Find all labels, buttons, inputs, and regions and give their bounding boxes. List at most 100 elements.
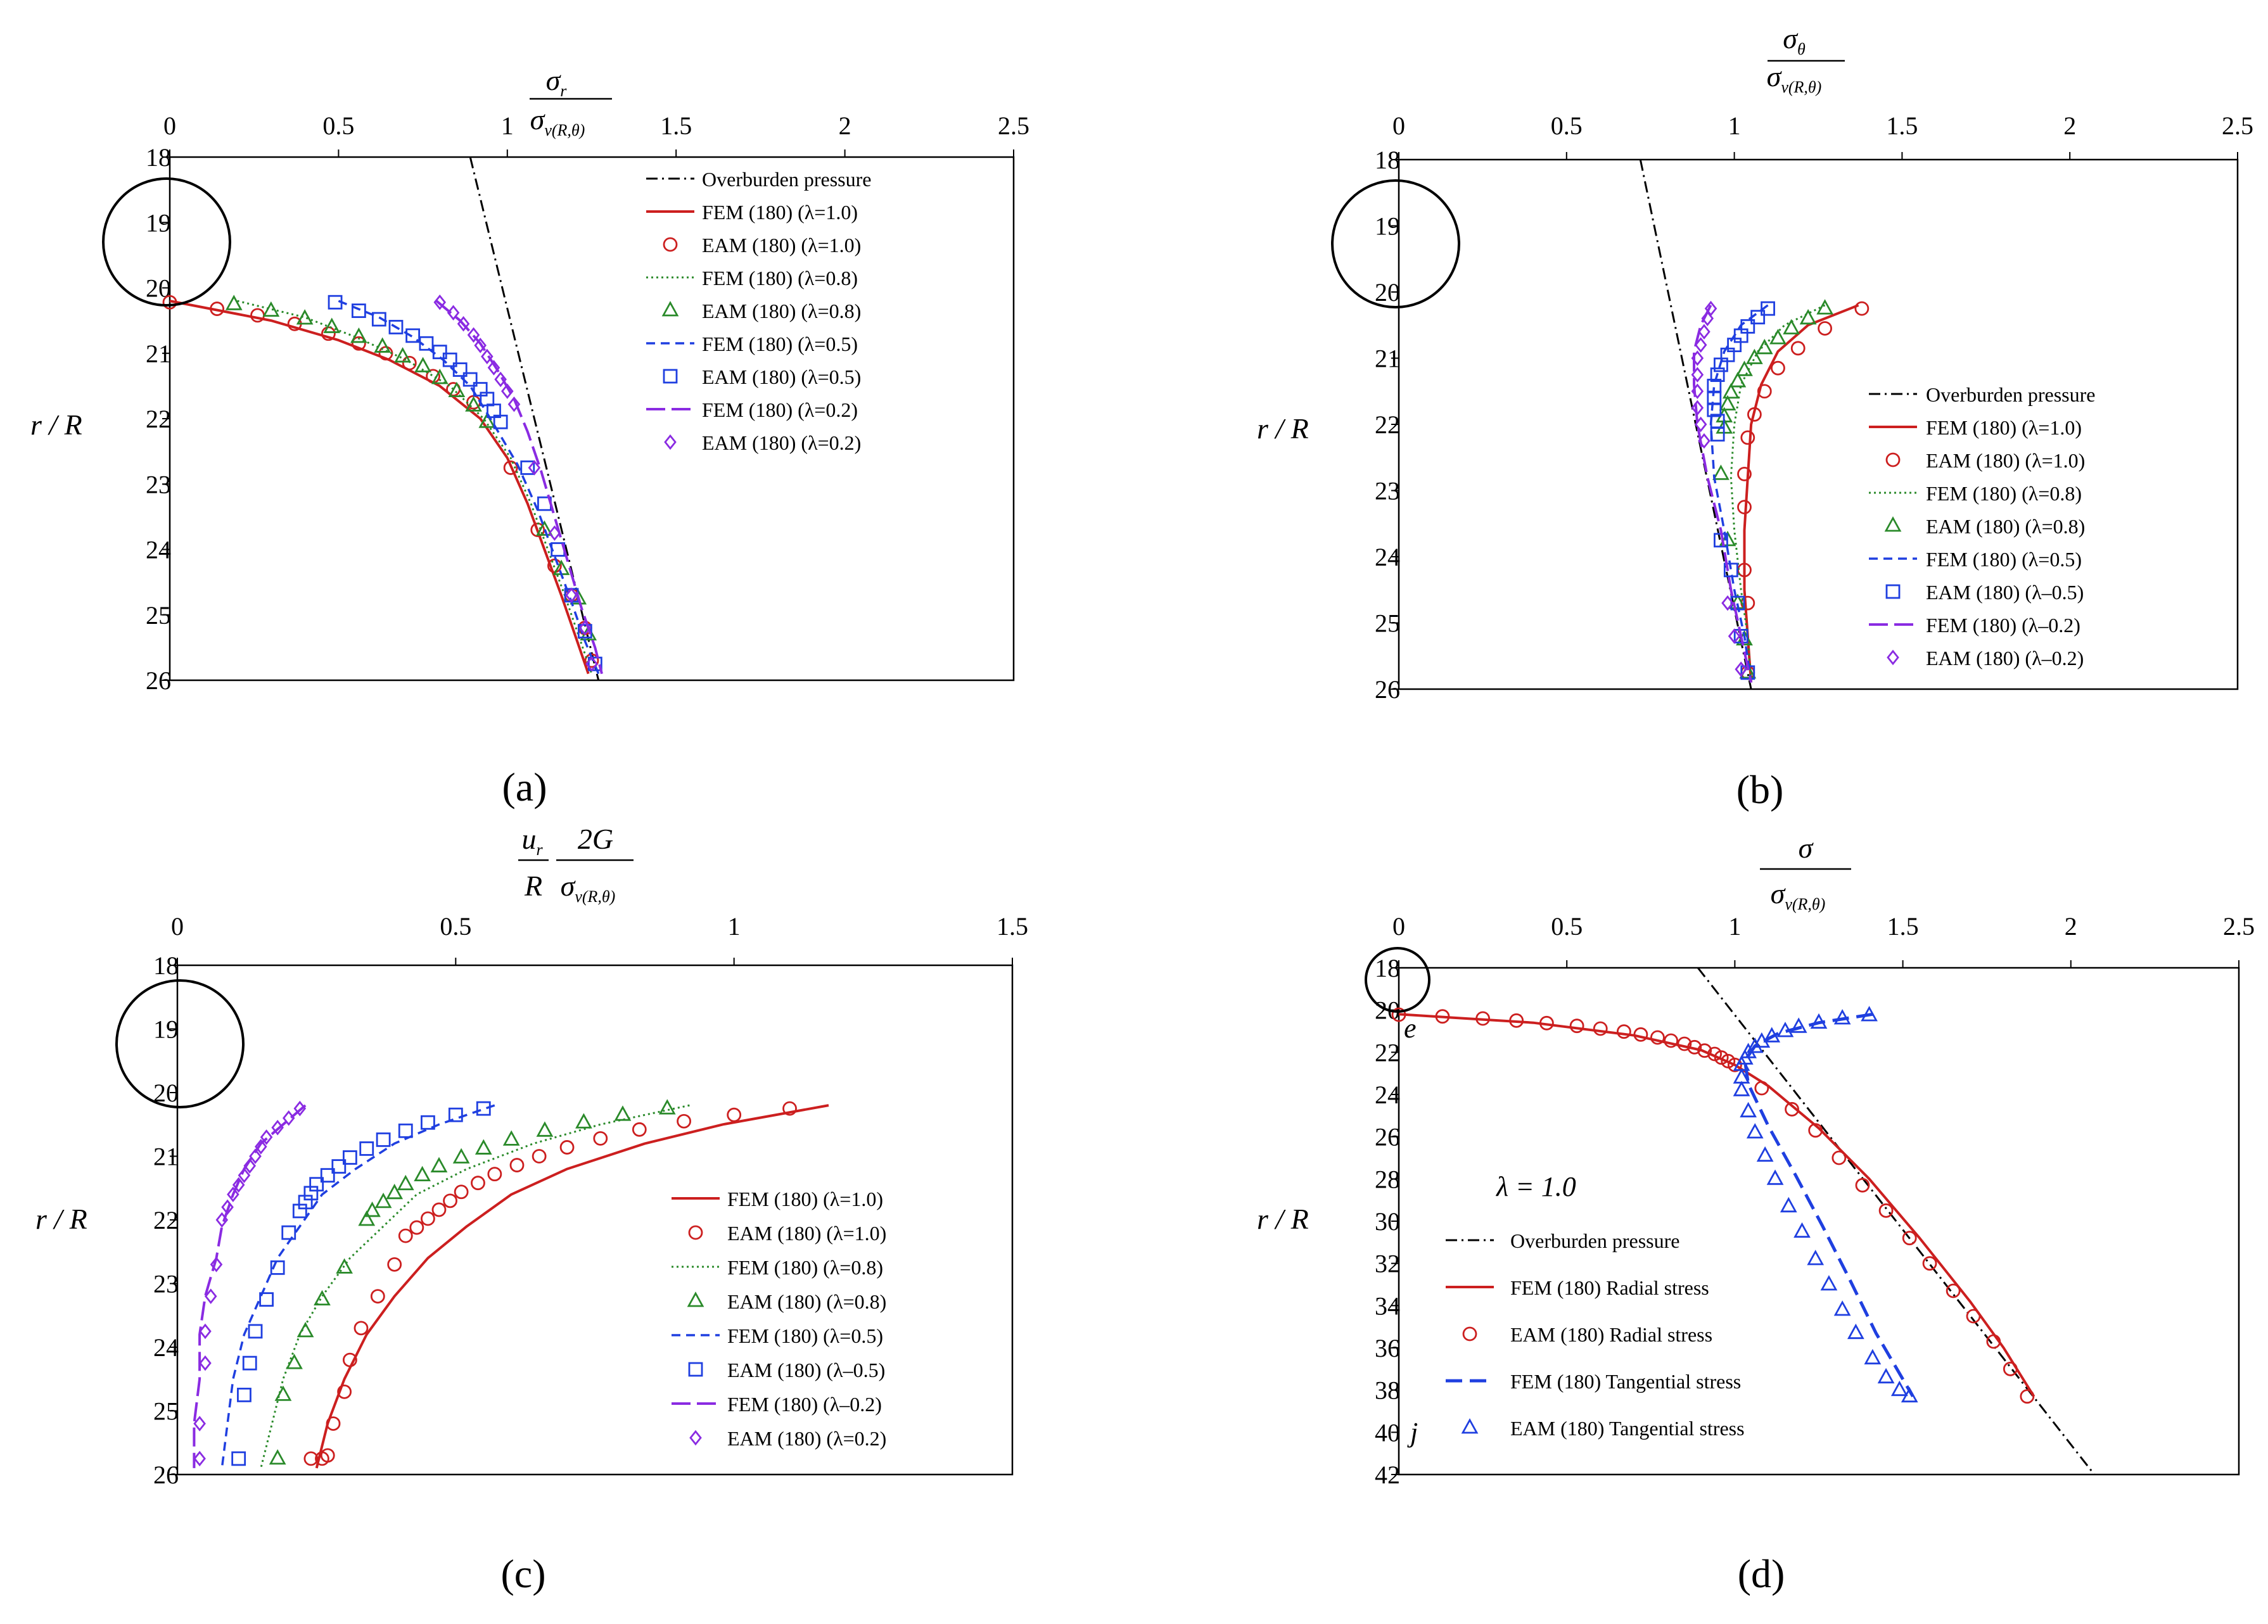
legend-label: FEM (180) (λ=0.8) — [727, 1256, 883, 1279]
data-point — [402, 355, 417, 371]
data-point — [1737, 500, 1752, 515]
legend-sample — [1462, 1326, 1477, 1342]
data-point — [1509, 1013, 1524, 1028]
legend-label: EAM (180) (λ–0.5) — [727, 1359, 885, 1381]
data-point — [199, 1355, 212, 1371]
series-line — [435, 300, 603, 675]
data-point — [1785, 1101, 1799, 1117]
legend-sample — [687, 1291, 704, 1307]
legend-label: EAM (180) (λ=1.0) — [1926, 449, 2085, 472]
y-tick-label: 23 — [1375, 477, 1400, 505]
series-line — [1743, 304, 1859, 683]
data-point — [1729, 372, 1747, 388]
data-point — [452, 362, 468, 377]
legend-marker — [1885, 452, 1901, 467]
panel-a-caption: (a) — [502, 764, 547, 809]
data-point — [255, 1139, 267, 1155]
legend-marker — [687, 1291, 704, 1307]
y-tick-label: 24 — [1375, 1081, 1400, 1109]
x-tick-label: 1.5 — [997, 912, 1028, 941]
panel-a-x-title-numerator: σr — [546, 64, 568, 100]
series-line — [1693, 304, 1753, 683]
data-point — [231, 1451, 246, 1466]
y-tick-label: 18 — [153, 951, 179, 980]
legend-label: EAM (180) (λ=0.8) — [702, 300, 861, 322]
legend-sample — [1461, 1418, 1479, 1434]
legend-label: Overburden pressure — [702, 168, 871, 191]
x-tick-label: 1.5 — [660, 111, 692, 140]
y-tick-label: 23 — [153, 1270, 179, 1298]
data-point — [1691, 383, 1704, 399]
data-point — [409, 1220, 424, 1235]
panel-a-x-title: σr σv(R,θ) — [530, 64, 612, 139]
data-point — [1736, 360, 1753, 376]
legend-label: EAM (180) (λ=0.2) — [727, 1427, 886, 1450]
panel-d-caption: (d) — [1738, 1551, 1785, 1596]
data-point — [162, 295, 177, 310]
data-point — [1756, 1146, 1774, 1162]
data-point — [1757, 384, 1772, 399]
data-point — [1769, 329, 1787, 345]
data-point — [1833, 1009, 1851, 1025]
data-point — [1664, 1033, 1679, 1048]
y-tick-label: 21 — [146, 339, 171, 368]
data-point — [448, 381, 466, 398]
data-point — [442, 352, 457, 367]
data-point — [536, 1121, 554, 1137]
data-point — [1901, 1386, 1918, 1403]
data-point — [433, 294, 447, 310]
data-point — [260, 1129, 273, 1145]
panel-d-marker-j: j — [1407, 1417, 1418, 1448]
x-tick-label: 1.5 — [1886, 111, 1918, 140]
x-tick-label: 2 — [2065, 912, 2077, 941]
data-point — [351, 303, 366, 319]
data-point — [487, 1167, 502, 1182]
legend-label: FEM (180) Tangential stress — [1510, 1370, 1741, 1393]
data-point — [1746, 348, 1763, 364]
series-eam-180-0-2- — [193, 1100, 307, 1467]
y-tick-label: 18 — [1375, 954, 1400, 982]
series-eam-180-radial-stress — [1391, 1007, 2035, 1404]
panel-b-x-title: σθ σv(R,θ) — [1767, 22, 1845, 96]
data-point — [1890, 1380, 1908, 1397]
x-tick-label: 0 — [1392, 111, 1405, 140]
data-point — [358, 1210, 376, 1226]
data-point — [342, 1150, 357, 1165]
data-point — [227, 1186, 239, 1203]
y-tick-label: 24 — [153, 1333, 179, 1362]
legend-label: FEM (180) (λ=0.2) — [702, 398, 858, 421]
y-tick-label: 26 — [1375, 675, 1400, 704]
data-point — [1704, 300, 1717, 317]
panel-d-y-label: r / R — [1257, 1203, 1309, 1235]
data-point — [1746, 1123, 1764, 1139]
legend-label: FEM (180) (λ=0.5) — [727, 1324, 883, 1347]
data-point — [575, 1113, 592, 1129]
data-point — [337, 1384, 352, 1399]
series-fem-180-1-0- — [169, 300, 590, 675]
legend-sample — [661, 301, 679, 317]
data-point — [548, 525, 561, 541]
data-point — [1753, 1032, 1771, 1048]
y-tick-label: 40 — [1375, 1418, 1400, 1447]
data-point — [1691, 400, 1704, 416]
data-point — [414, 1165, 431, 1182]
panel-d-tunnel-circle — [1365, 947, 1430, 1013]
data-point — [1721, 595, 1734, 611]
data-point — [281, 1225, 296, 1240]
series-eam-180-0-2- — [433, 294, 598, 672]
data-point — [225, 295, 243, 310]
data-point — [210, 1257, 223, 1272]
data-point — [293, 1100, 307, 1117]
data-point — [1818, 321, 1832, 336]
series-line — [220, 1104, 495, 1469]
panel-c-x-title-R: R — [524, 870, 542, 902]
legend-marker — [1887, 649, 1899, 666]
legend-label: FEM (180) (λ–0.2) — [1926, 614, 2080, 637]
data-point — [1710, 427, 1725, 442]
y-tick-label: 18 — [1375, 146, 1400, 174]
y-tick-label: 26 — [153, 1461, 179, 1489]
panel-a-tunnel-circle — [102, 177, 231, 307]
panel-b-x-title-denominator: σv(R,θ) — [1767, 60, 1822, 96]
panel-d-legend: Overburden pressure FEM (180) Radial stre… — [1446, 1229, 1745, 1440]
